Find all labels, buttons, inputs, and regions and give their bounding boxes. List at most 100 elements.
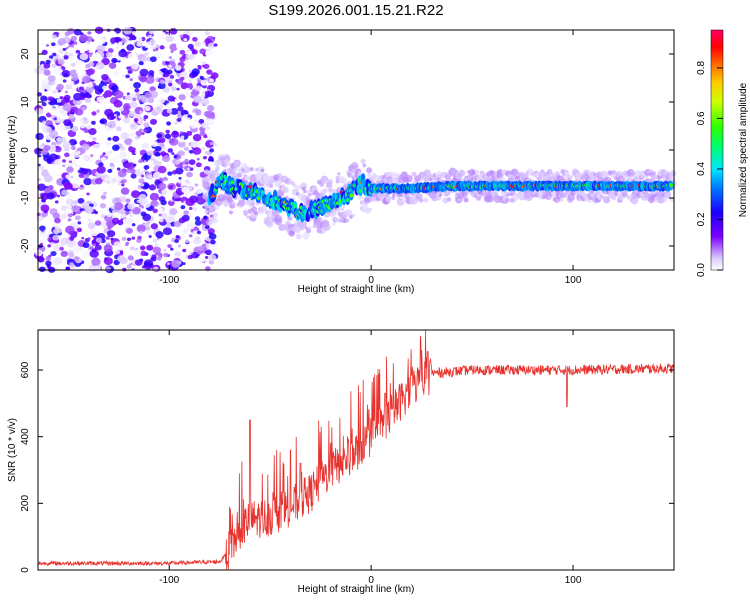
spectrogram-noise-cell <box>56 83 64 91</box>
spectrogram-noise-cell <box>43 174 53 183</box>
snr-y-ticks: 0 200 400 600 <box>20 361 674 573</box>
spectrogram-noise-cell <box>88 127 97 136</box>
spectrogram-noise-cell <box>187 254 193 260</box>
colorbar-tick-label: 0.2 <box>696 212 707 226</box>
spectrogram-noise-cell <box>94 244 102 251</box>
spectrogram-ridge-core <box>230 180 235 185</box>
spectrogram-noise-cell <box>158 217 164 223</box>
colorbar-gradient <box>710 29 724 271</box>
colorbar: 0.0 0.2 0.4 0.6 0.8 Normalized spectral ampl… <box>696 29 749 277</box>
spectrogram-halo-cell <box>411 171 417 177</box>
spectrogram-noise-cell <box>149 192 160 201</box>
spectrogram-noise-cell <box>62 141 71 149</box>
spectrogram-noise-cell <box>213 142 218 147</box>
spectrogram-noise-cell <box>134 41 138 45</box>
spectrogram-noise-cell <box>53 228 60 235</box>
spectrogram-halo-cell <box>442 197 449 204</box>
spectrogram-noise-cell <box>160 79 165 85</box>
spectrogram-noise-cell <box>76 62 85 70</box>
spectrogram-ytick-label: -20 <box>20 238 31 253</box>
spectrogram-y-label: Frequency (Hz) <box>7 116 18 185</box>
spectrogram-noise-cell <box>77 198 85 204</box>
spectrogram-noise-cell <box>94 177 103 185</box>
spectrogram-noise-cell <box>180 76 185 81</box>
spectrogram-noise-cell <box>62 159 66 163</box>
spectrogram-noise-cell <box>102 93 107 97</box>
spectrogram-noise-cell <box>207 42 216 49</box>
spectrogram-noise-cell <box>35 132 44 141</box>
spectrogram-noise-cell <box>150 223 159 230</box>
spectrogram-halo-cell <box>333 216 339 222</box>
spectrogram-noise-cell <box>189 149 194 154</box>
spectrogram-noise-cell <box>139 167 145 172</box>
spectrogram-noise-cell <box>65 225 75 234</box>
spectrogram-noise-cell <box>82 89 87 94</box>
spectrogram-noise-cell <box>70 35 77 42</box>
spectrogram-ridge-core <box>345 198 350 203</box>
spectrogram-noise-cell <box>109 81 113 85</box>
spectrogram-noise-cell <box>200 98 210 106</box>
figure-title: S199.2026.001.15.21.R22 <box>268 2 443 19</box>
spectrogram-noise-cell <box>70 145 76 151</box>
spectrogram-noise-cell <box>146 220 151 225</box>
spectrogram-noise-cell <box>136 224 146 233</box>
spectrogram-noise-cell <box>39 225 46 232</box>
spectrogram-noise-cell <box>175 65 182 71</box>
spectrogram-noise-cell <box>74 166 80 171</box>
spectrogram-noise-cell <box>169 137 179 146</box>
spectrogram-noise-cell <box>84 97 91 104</box>
spectrogram-noise-cell <box>204 90 212 97</box>
spectrogram-noise-cell <box>134 259 143 266</box>
spectrogram-halo-cell <box>559 198 564 202</box>
spectrogram-noise-cell <box>76 227 83 233</box>
spectrogram-noise-cell <box>119 107 124 112</box>
spectrogram-noise-cell <box>210 239 216 245</box>
spectrogram-noise-cell <box>162 227 173 236</box>
spectrogram-noise-cell <box>107 137 112 141</box>
spectrogram-noise-cell <box>194 85 202 91</box>
spectrogram-noise-cell <box>143 160 147 163</box>
spectrogram-noise-cell <box>131 206 141 215</box>
spectrogram-noise-cell <box>57 210 62 214</box>
spectrogram-noise-cell <box>134 88 140 93</box>
spectrogram-noise-cell <box>175 167 184 175</box>
spectrogram-noise-cell <box>125 74 130 79</box>
spectrogram-noise-cell <box>89 246 94 250</box>
spectrogram-noise-cell <box>111 144 120 151</box>
spectrogram-halo-cell <box>246 215 250 219</box>
spectrogram-noise-cell <box>196 77 201 82</box>
spectrogram-noise-cell <box>174 97 181 104</box>
spectrogram-noise-cell <box>136 238 142 244</box>
spectrogram-noise-cell <box>139 110 143 114</box>
spectrogram-noise-cell <box>174 121 178 125</box>
spectrogram-noise-cell <box>126 66 131 70</box>
spectrogram-noise-cell <box>131 236 136 240</box>
spectrogram-noise-cell <box>70 175 74 179</box>
spectrogram-noise-cell <box>106 230 116 238</box>
spectrogram-noise-cell <box>34 249 43 257</box>
spectrogram-noise-cell <box>191 68 200 76</box>
spectrogram-noise-cell <box>165 102 174 110</box>
spectrogram-noise-cell <box>162 92 169 98</box>
spectrogram-halo-cell <box>260 205 268 213</box>
spectrogram-noise-cell <box>180 205 186 210</box>
spectrogram-noise-cell <box>92 243 97 246</box>
spectrogram-halo-cell <box>274 217 283 226</box>
spectrogram-noise-cell <box>113 113 118 117</box>
colorbar-ticks: 0.0 0.2 0.4 0.6 0.8 <box>696 61 723 277</box>
spectrogram-halo-cell <box>614 191 619 196</box>
spectrogram-noise-cell <box>139 245 146 251</box>
spectrogram-noise-cell <box>114 90 124 99</box>
spectrogram-noise-cell <box>192 207 198 211</box>
spectrogram-noise-cell <box>56 118 62 124</box>
spectrogram-noise-cell <box>71 205 80 213</box>
spectrogram-noise-cell <box>128 110 136 117</box>
spectrogram-halo-cell <box>293 184 298 188</box>
spectrogram-noise-cell <box>129 101 138 109</box>
spectrogram-noise-cell <box>148 235 152 238</box>
spectrogram-noise-cell <box>193 95 203 104</box>
spectrogram-halo-cell <box>621 190 628 197</box>
spectrogram-noise-cell <box>176 117 182 123</box>
spectrogram-noise-cell <box>100 214 106 219</box>
spectrogram-noise-cell <box>101 85 109 91</box>
